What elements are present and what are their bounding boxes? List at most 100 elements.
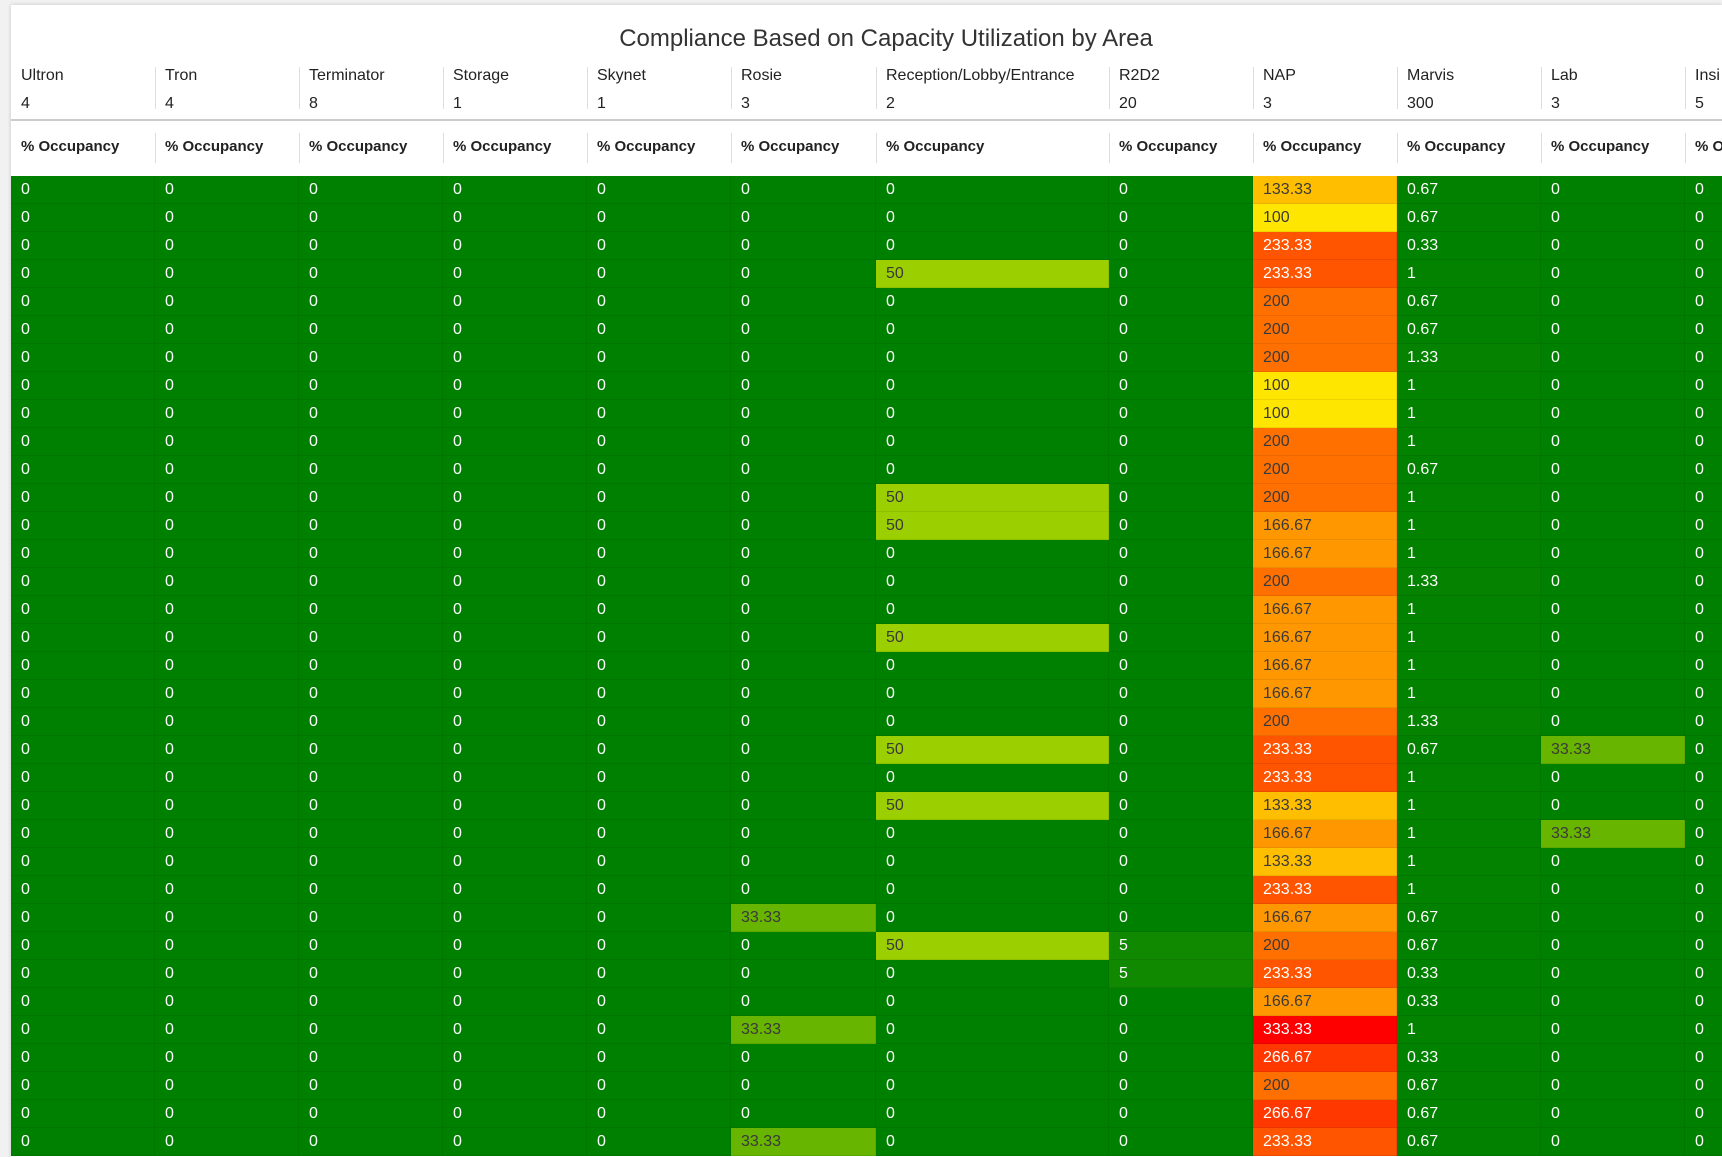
occupancy-cell: 0 — [1541, 680, 1685, 708]
occupancy-cell: 0 — [155, 932, 299, 960]
occupancy-cell: 0 — [1541, 764, 1685, 792]
report-title: Compliance Based on Capacity Utilization… — [619, 25, 1153, 52]
occupancy-cell: 0 — [1541, 1044, 1685, 1072]
occupancy-cell: 0 — [731, 260, 876, 288]
column-capacity: 2 — [886, 95, 895, 112]
occupancy-cell: 0 — [11, 204, 155, 232]
occupancy-cell: 0 — [155, 260, 299, 288]
occupancy-cell: 0 — [299, 1128, 443, 1156]
occupancy-cell: 0 — [11, 456, 155, 484]
column-name: R2D2 — [1119, 67, 1160, 84]
occupancy-cell: 50 — [876, 792, 1109, 820]
occupancy-cell: 0 — [587, 1016, 731, 1044]
occupancy-cell: 0 — [155, 848, 299, 876]
occupancy-cell: 233.33 — [1253, 1128, 1397, 1156]
occupancy-cell: 0 — [155, 1072, 299, 1100]
occupancy-cell: 0 — [731, 484, 876, 512]
occupancy-cell: 0 — [876, 876, 1109, 904]
occupancy-cell: 0 — [1109, 372, 1253, 400]
occupancy-cell: 0 — [1109, 568, 1253, 596]
column-separator — [1685, 133, 1686, 163]
occupancy-cell: 0 — [587, 680, 731, 708]
occupancy-cell: 0 — [587, 596, 731, 624]
occupancy-cell: 0 — [876, 232, 1109, 260]
occupancy-cell: 0 — [1109, 1072, 1253, 1100]
occupancy-cell: 0 — [299, 848, 443, 876]
occupancy-cell: 0 — [155, 652, 299, 680]
column-separator — [876, 133, 877, 163]
occupancy-cell: 0 — [299, 540, 443, 568]
occupancy-cell: 0 — [299, 372, 443, 400]
column-separator — [443, 67, 444, 109]
occupancy-cell: 0 — [876, 372, 1109, 400]
occupancy-cell: 0 — [587, 1044, 731, 1072]
occupancy-cell: 0 — [443, 596, 587, 624]
occupancy-cell: 233.33 — [1253, 876, 1397, 904]
occupancy-cell: 0 — [443, 764, 587, 792]
occupancy-cell: 0 — [1685, 288, 1722, 316]
occupancy-cell: 1 — [1397, 1016, 1541, 1044]
occupancy-cell: 1 — [1397, 876, 1541, 904]
occupancy-cell: 0 — [731, 316, 876, 344]
occupancy-cell: 50 — [876, 736, 1109, 764]
occupancy-cell: 33.33 — [1541, 820, 1685, 848]
occupancy-cell: 166.67 — [1253, 540, 1397, 568]
occupancy-cell: 0 — [11, 316, 155, 344]
column-name: NAP — [1263, 67, 1296, 84]
occupancy-cell: 1 — [1397, 540, 1541, 568]
occupancy-cell: 0 — [731, 680, 876, 708]
occupancy-cell: 0 — [876, 1072, 1109, 1100]
occupancy-cell: 233.33 — [1253, 260, 1397, 288]
occupancy-cell: 0 — [876, 596, 1109, 624]
column-subheader: % Occupancy — [1551, 138, 1650, 155]
occupancy-cell: 0 — [443, 904, 587, 932]
occupancy-cell: 0 — [587, 932, 731, 960]
occupancy-cell: 1 — [1397, 792, 1541, 820]
occupancy-cell: 0 — [1541, 400, 1685, 428]
occupancy-cell: 0 — [155, 204, 299, 232]
occupancy-cell: 1 — [1397, 848, 1541, 876]
occupancy-cell: 0 — [876, 708, 1109, 736]
occupancy-cell: 200 — [1253, 344, 1397, 372]
occupancy-cell: 5 — [1109, 932, 1253, 960]
occupancy-cell: 0 — [155, 960, 299, 988]
occupancy-cell: 0 — [1685, 904, 1722, 932]
occupancy-cell: 0 — [731, 876, 876, 904]
occupancy-cell: 0 — [11, 428, 155, 456]
occupancy-cell: 0 — [299, 764, 443, 792]
occupancy-cell: 0 — [299, 512, 443, 540]
occupancy-cell: 0 — [1541, 876, 1685, 904]
occupancy-cell: 0 — [1541, 176, 1685, 204]
occupancy-cell: 0 — [155, 988, 299, 1016]
column-separator — [1253, 67, 1254, 109]
occupancy-cell: 0 — [11, 1100, 155, 1128]
occupancy-cell: 0 — [443, 176, 587, 204]
occupancy-cell: 0 — [731, 624, 876, 652]
occupancy-cell: 0 — [443, 1128, 587, 1156]
occupancy-cell: 0 — [11, 764, 155, 792]
occupancy-cell: 0 — [443, 428, 587, 456]
occupancy-cell: 0 — [299, 568, 443, 596]
occupancy-cell: 0 — [11, 260, 155, 288]
occupancy-cell: 0 — [731, 204, 876, 232]
occupancy-cell: 0 — [587, 624, 731, 652]
occupancy-cell: 200 — [1253, 288, 1397, 316]
occupancy-cell: 0.67 — [1397, 932, 1541, 960]
column-name: Marvis — [1407, 67, 1455, 84]
occupancy-cell: 233.33 — [1253, 232, 1397, 260]
occupancy-cell: 0 — [443, 932, 587, 960]
occupancy-cell: 0 — [731, 568, 876, 596]
occupancy-cell: 33.33 — [731, 1128, 876, 1156]
occupancy-cell: 133.33 — [1253, 792, 1397, 820]
occupancy-cell: 0 — [731, 428, 876, 456]
occupancy-cell: 0 — [1685, 1044, 1722, 1072]
occupancy-cell: 0 — [1685, 540, 1722, 568]
occupancy-cell: 0 — [876, 1100, 1109, 1128]
occupancy-cell: 0 — [1541, 932, 1685, 960]
occupancy-cell: 0 — [11, 540, 155, 568]
occupancy-cell: 0 — [11, 1016, 155, 1044]
occupancy-cell: 0 — [443, 708, 587, 736]
occupancy-cell: 0 — [11, 512, 155, 540]
occupancy-cell: 0 — [876, 400, 1109, 428]
occupancy-cell: 0 — [1685, 1100, 1722, 1128]
